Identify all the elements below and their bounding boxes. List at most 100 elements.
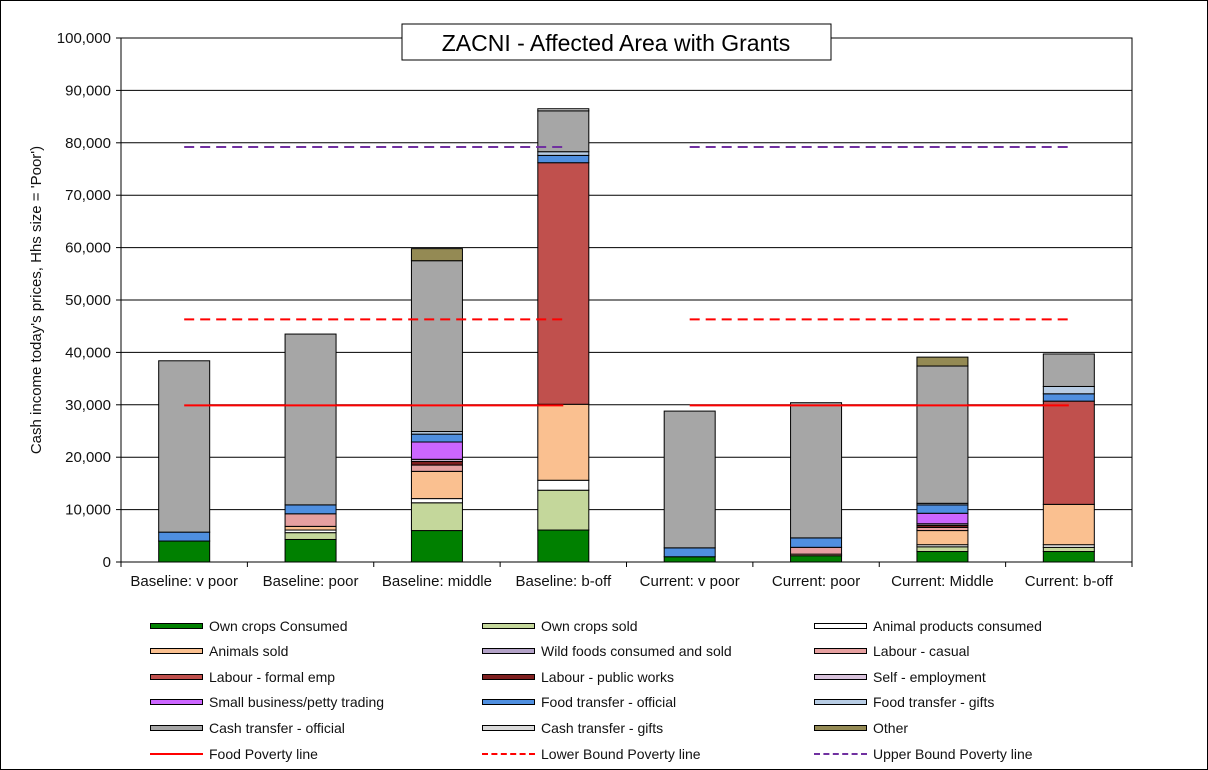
bar-segment [158, 540, 211, 563]
bar-segment [663, 410, 716, 549]
legend-item: Labour - formal emp [150, 664, 335, 689]
legend-label: Cash transfer - gifts [541, 719, 664, 736]
x-tick-label: Current: b-off [1025, 573, 1114, 590]
y-tick-label: 80,000 [65, 135, 111, 152]
legend-item: Own crops sold [482, 613, 637, 638]
bar-stack [158, 360, 211, 563]
x-tick-label: Baseline: poor [263, 573, 359, 590]
legend-item: Small business/petty trading [150, 690, 384, 715]
x-tick-label: Current: poor [772, 573, 860, 590]
bar-stack [284, 333, 337, 563]
bar-segment [537, 154, 590, 164]
legend-label: Own crops sold [541, 617, 638, 634]
x-tick-label: Current: Middle [891, 573, 994, 590]
bar-segment [410, 248, 463, 262]
x-tick-label: Current: v poor [640, 573, 740, 590]
legend-label: Wild foods consumed and sold [541, 643, 732, 660]
legend-item: Wild foods consumed and sold [482, 639, 732, 664]
bar-segment [284, 525, 337, 531]
bar-segment [916, 504, 969, 514]
bar-segment [537, 162, 590, 405]
legend-item: Own crops Consumed [150, 613, 348, 638]
bar-segment [1042, 546, 1095, 553]
legend-item: Food transfer - gifts [814, 690, 994, 715]
legend-swatch [814, 750, 867, 758]
legend-label: Self - employment [873, 668, 986, 685]
bar-segment [1042, 385, 1095, 395]
legend-swatch [150, 724, 203, 731]
bar-segment [1042, 400, 1095, 505]
bar-segment [663, 547, 716, 558]
legend-label: Lower Bound Poverty line [541, 745, 701, 762]
bar-segment [284, 333, 337, 506]
chart: 0 10,000 20,000 30,000 40,000 50,000 60,000 70,… [28, 23, 1133, 590]
legend-label: Labour - public works [541, 668, 675, 685]
legend-swatch [482, 699, 535, 706]
legend-item: Cash transfer - gifts [482, 715, 663, 740]
y-tick-label: 100,000 [57, 30, 111, 47]
y-tick-label: 20,000 [65, 449, 111, 466]
legend-item: Labour - casual [814, 639, 970, 664]
bar-segment [410, 460, 463, 466]
bar-segment [537, 151, 590, 156]
legend-swatch [814, 673, 867, 680]
bar-segment [537, 529, 590, 563]
bar-segment [916, 356, 969, 367]
legend-swatch [150, 750, 203, 758]
legend-item: Upper Bound Poverty line [814, 741, 1033, 766]
x-tick-label: Baseline: b-off [516, 573, 612, 590]
bar-stack [916, 356, 969, 563]
bar-stack [537, 108, 590, 563]
gridlines [121, 37, 1132, 562]
bar-segment [916, 551, 969, 563]
legend-item: Cash transfer - official [150, 715, 345, 740]
legend-swatch [482, 648, 535, 655]
y-tick-label: 70,000 [65, 187, 111, 204]
y-tick-label: 50,000 [65, 292, 111, 309]
legend-label: Labour - formal emp [209, 668, 336, 685]
bar-segment [410, 498, 463, 504]
bar-segment [284, 538, 337, 563]
bar-stack [1042, 353, 1095, 563]
legend-item: Food Poverty line [150, 741, 318, 766]
legend: Own crops Consumed Own crops sold Animal p… [150, 613, 1150, 769]
legend-item: Food transfer - official [482, 690, 676, 715]
legend-swatch [150, 622, 203, 629]
bar-segment [410, 260, 463, 433]
legend-item: Animal products consumed [814, 613, 1042, 638]
bar-segment [916, 546, 969, 553]
bar-segment [410, 433, 463, 443]
bar-segment [537, 489, 590, 531]
bar-segment [1042, 503, 1095, 546]
y-tick-label: 40,000 [65, 344, 111, 361]
legend-swatch [150, 648, 203, 655]
legend-label: Other [873, 719, 909, 736]
legend-swatch [150, 699, 203, 706]
bar-segment [537, 110, 590, 153]
y-tick-label: 90,000 [65, 82, 111, 99]
poverty-lines [184, 145, 1069, 407]
legend-swatch [814, 648, 867, 655]
bar-segment [158, 531, 211, 542]
legend-label: Animal products consumed [873, 617, 1042, 634]
bar-segment [790, 537, 843, 548]
legend-label: Upper Bound Poverty line [873, 745, 1033, 762]
y-axis-label: Cash income today's prices, Hhs size = '… [28, 146, 45, 454]
bar-segment [410, 470, 463, 500]
legend-label: Small business/petty trading [209, 694, 385, 711]
bar-segment [410, 502, 463, 532]
legend-swatch [814, 724, 867, 731]
bar-segment [284, 504, 337, 515]
bar-segment [410, 464, 463, 472]
bar-segment [790, 546, 843, 555]
bar-segment [916, 365, 969, 504]
chart-title: ZACNI - Affected Area with Grants [442, 30, 791, 56]
legend-swatch [814, 699, 867, 706]
legend-swatch [482, 750, 535, 758]
legend-item: Self - employment [814, 664, 986, 689]
x-tick-labels: Baseline: v poor Baseline: poor Baseline: … [130, 573, 1113, 590]
bar-segment [1042, 353, 1095, 387]
legend-swatch [814, 622, 867, 629]
x-tick-label: Baseline: v poor [130, 573, 238, 590]
bar-segment [790, 402, 843, 539]
